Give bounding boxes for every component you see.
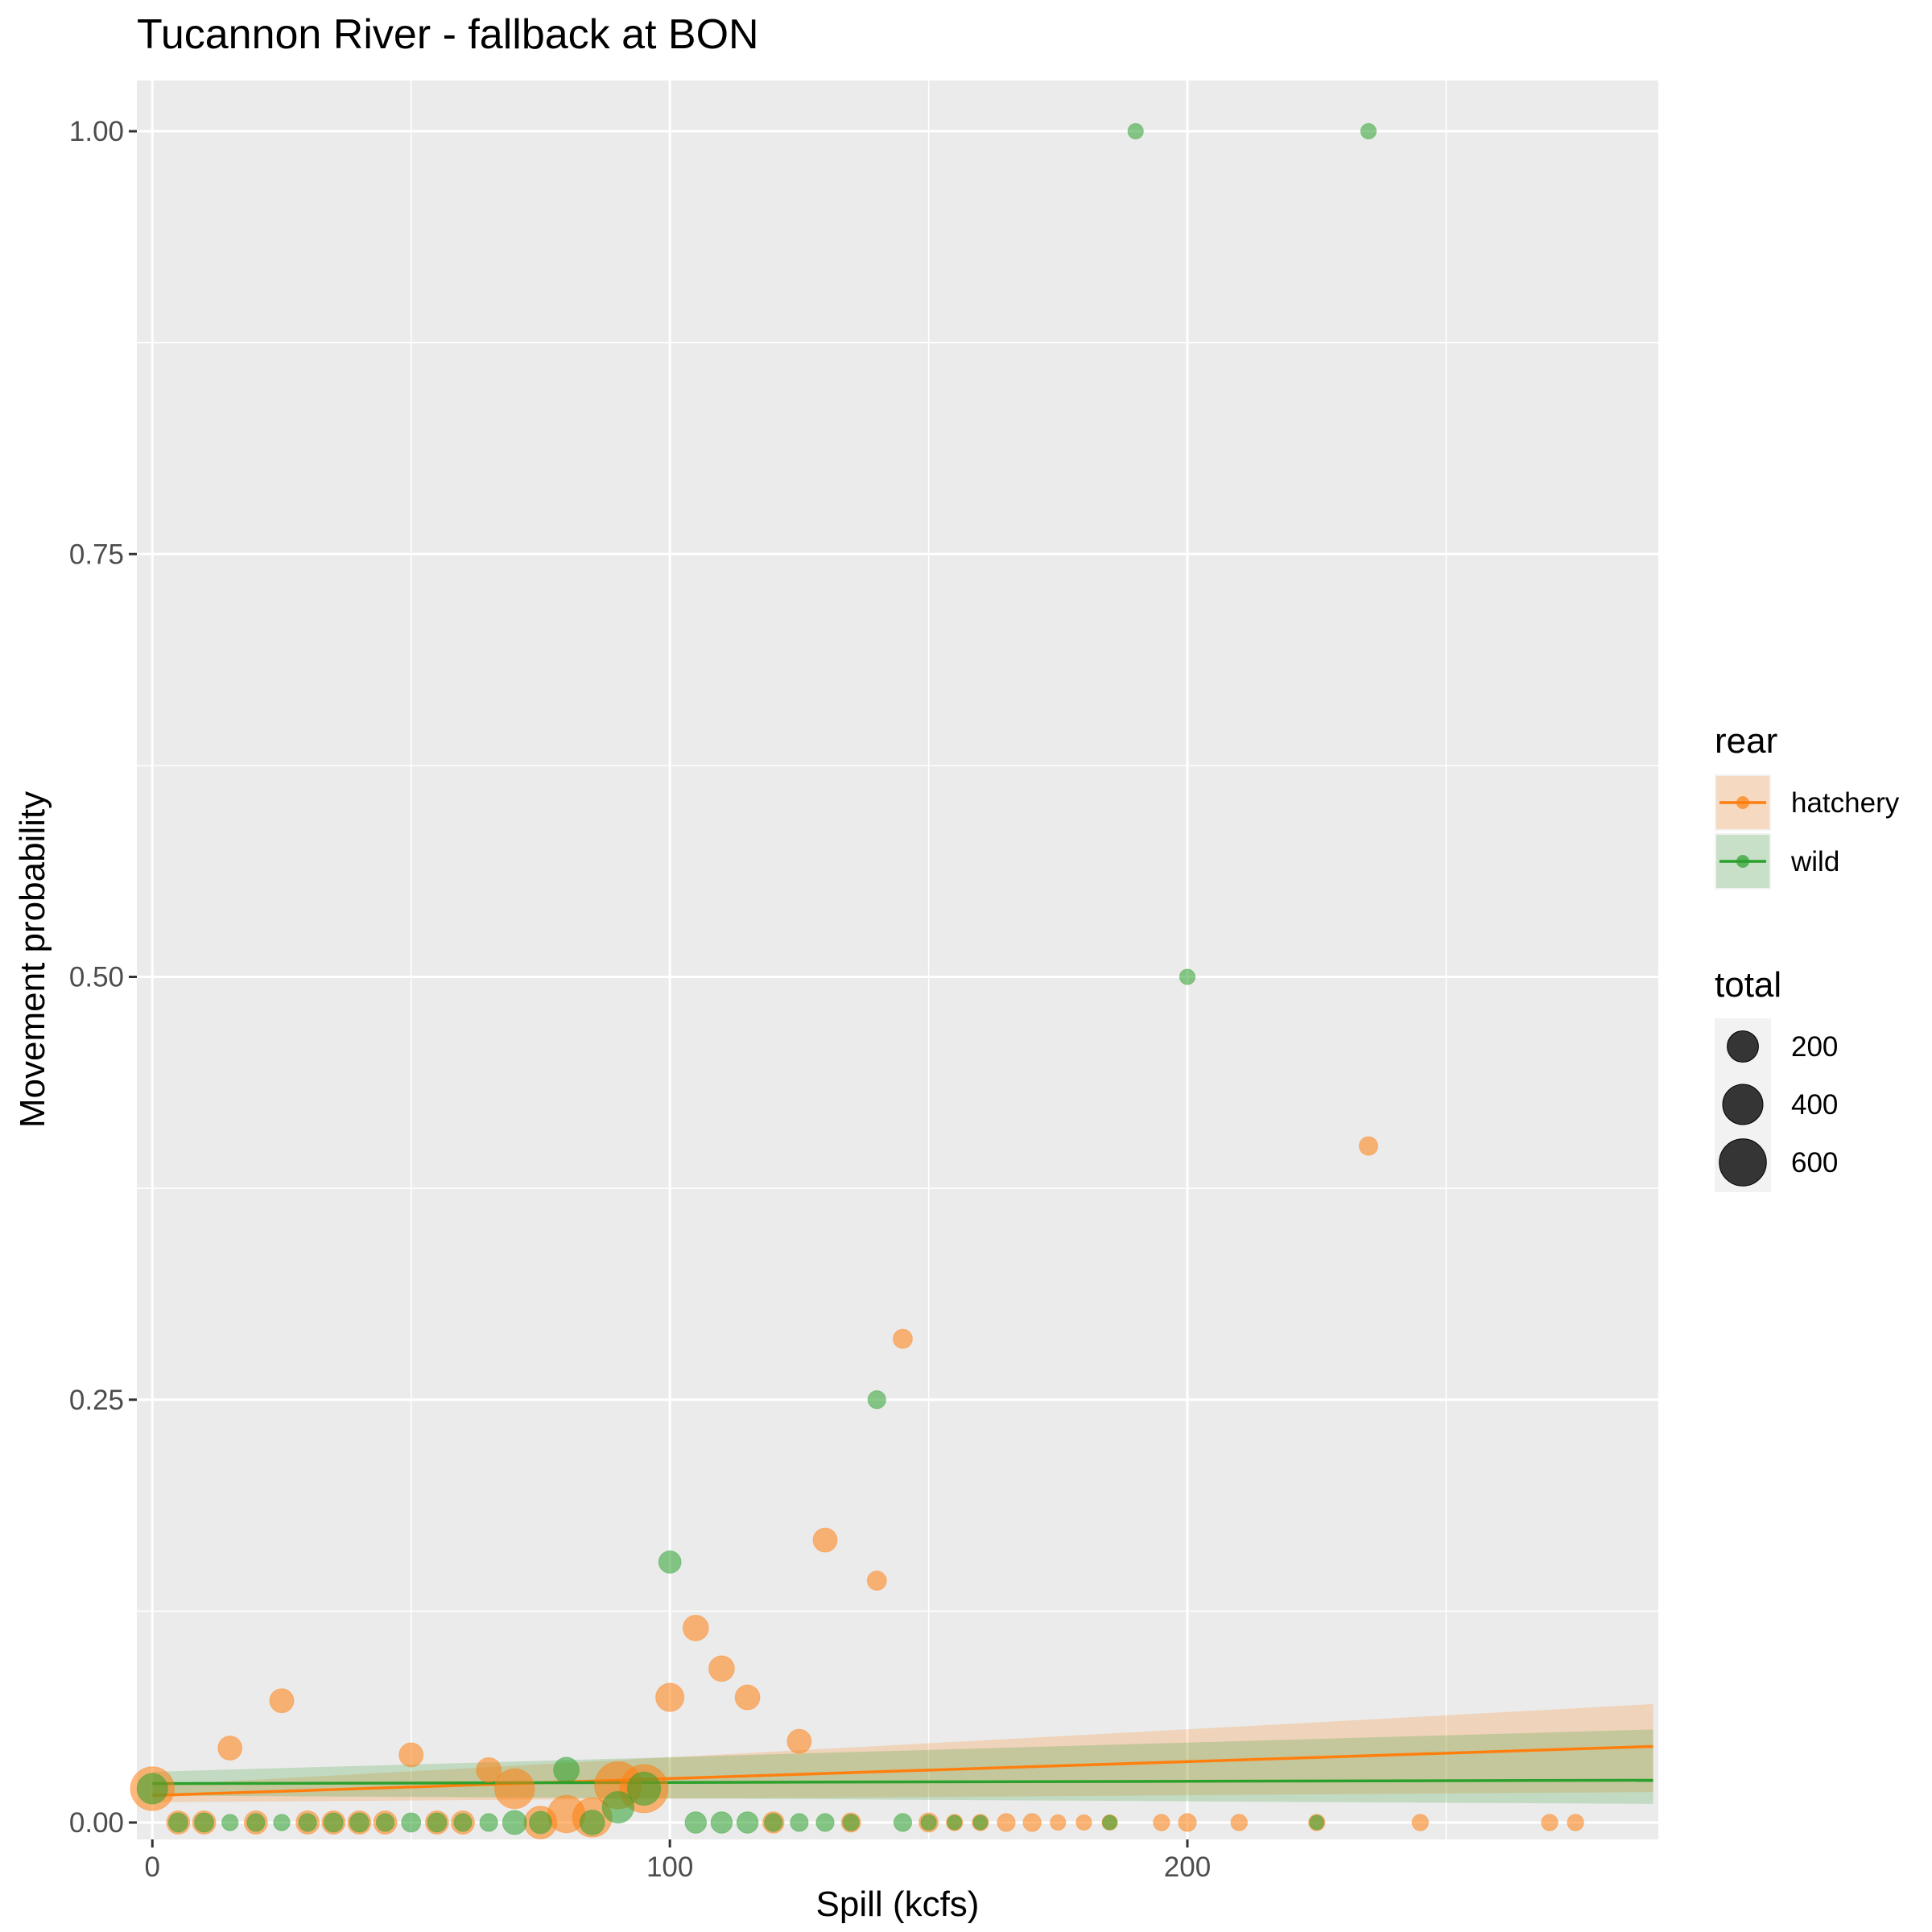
wild-point (194, 1812, 215, 1833)
y-tick-label: 0.75 (69, 539, 124, 570)
y-tick-label: 0.00 (69, 1807, 124, 1839)
wild-point (1127, 122, 1144, 140)
fit-lines (152, 1744, 1653, 1798)
legend-size-label: 400 (1791, 1089, 1838, 1121)
x-axis-title: Spill (kcfs) (816, 1885, 980, 1924)
wild-point (246, 1813, 266, 1832)
wild-point (1309, 1814, 1325, 1831)
wild-fit-line (152, 1778, 1653, 1785)
wild-point (1179, 968, 1196, 985)
legend-size-key-circle (1727, 1030, 1759, 1063)
wild-point (479, 1813, 498, 1832)
chart-title: Tucannon River - fallback at BON (137, 11, 759, 58)
hatchery-point (708, 1655, 735, 1682)
hatchery-point (997, 1813, 1016, 1832)
hatchery-point (494, 1768, 535, 1810)
hatchery-point (1358, 1136, 1379, 1156)
wild-point (273, 1814, 291, 1831)
axes: 0 100 200 0.00 0.25 0.50 0.75 1.00 (69, 116, 1211, 1883)
wild-point (323, 1812, 344, 1833)
hatchery-legend-key-point (1736, 796, 1749, 809)
wild-point (684, 1811, 708, 1834)
wild-point (815, 1813, 835, 1832)
wild-point (1102, 1814, 1118, 1831)
wild-point (553, 1757, 580, 1784)
wild-legend-label: wild (1790, 846, 1839, 877)
wild-point (401, 1812, 422, 1833)
hatchery-point (1178, 1813, 1197, 1832)
hatchery-point (476, 1757, 502, 1783)
legend-size-label: 600 (1791, 1147, 1838, 1179)
legend-rear-title: rear (1715, 721, 1777, 761)
hatchery-point (1567, 1814, 1584, 1831)
wild-point (528, 1810, 552, 1835)
legend-size-key-circle (1719, 1138, 1767, 1187)
plot-panel (137, 80, 1658, 1839)
wild-point (626, 1771, 662, 1806)
wild-point (427, 1812, 448, 1833)
hatchery-point (786, 1728, 812, 1754)
hatchery-point (269, 1688, 295, 1714)
hatchery-point (1230, 1814, 1249, 1831)
hatchery-point (1541, 1814, 1558, 1831)
wild-point (601, 1790, 635, 1824)
hatchery-point (734, 1684, 761, 1711)
wild-point (579, 1810, 605, 1835)
wild-point (710, 1811, 733, 1834)
hatchery-point (812, 1527, 838, 1553)
wild-point (867, 1390, 886, 1410)
wild-point (893, 1813, 913, 1832)
wild-point (1360, 122, 1377, 140)
x-tick-label: 100 (646, 1852, 693, 1883)
wild-legend-key-point (1736, 855, 1749, 868)
data-points (130, 122, 1584, 1839)
legend-color-keys: hatchery wild (1715, 774, 1900, 890)
wild-point (790, 1813, 809, 1832)
wild-point (502, 1810, 527, 1835)
wild-point (349, 1812, 369, 1833)
wild-point (136, 1773, 168, 1805)
wild-point (658, 1550, 682, 1574)
hatchery-point (682, 1614, 709, 1641)
wild-point (375, 1813, 395, 1832)
wild-point (842, 1814, 860, 1831)
y-tick-label: 0.50 (69, 962, 124, 993)
hatchery-point (1075, 1814, 1092, 1831)
x-tick-label: 200 (1164, 1852, 1211, 1883)
hatchery-fit-line (152, 1744, 1653, 1798)
wild-point (736, 1811, 759, 1834)
wild-point (947, 1814, 963, 1831)
wild-point (298, 1813, 317, 1832)
y-axis-title: Movement probability (13, 791, 52, 1128)
wild-point (920, 1814, 937, 1831)
wild-point (221, 1814, 239, 1831)
legend-size-keys: 200 400 600 (1715, 1018, 1838, 1192)
legend-total-title: total (1715, 965, 1781, 1005)
hatchery-point (1050, 1814, 1067, 1831)
hatchery-point (1411, 1814, 1430, 1831)
y-tick-label: 1.00 (69, 116, 124, 147)
wild-point (453, 1813, 473, 1832)
wild-point (167, 1812, 188, 1833)
hatchery-point (398, 1742, 424, 1768)
hatchery-point (1022, 1813, 1042, 1832)
x-tick-label: 0 (145, 1852, 160, 1883)
hatchery-point (655, 1682, 685, 1712)
hatchery-legend-label: hatchery (1791, 787, 1900, 819)
hatchery-point (866, 1571, 887, 1591)
hatchery-point (217, 1736, 243, 1761)
legend-size-label: 200 (1791, 1031, 1838, 1063)
hatchery-point (1153, 1814, 1170, 1831)
legend-size-key-circle (1722, 1084, 1764, 1125)
wild-point (764, 1813, 783, 1832)
y-tick-label: 0.25 (69, 1385, 124, 1416)
wild-point (972, 1814, 989, 1831)
legend: rear hatchery wild total 200 400 600 (1715, 721, 1900, 1192)
hatchery-point (892, 1328, 913, 1349)
